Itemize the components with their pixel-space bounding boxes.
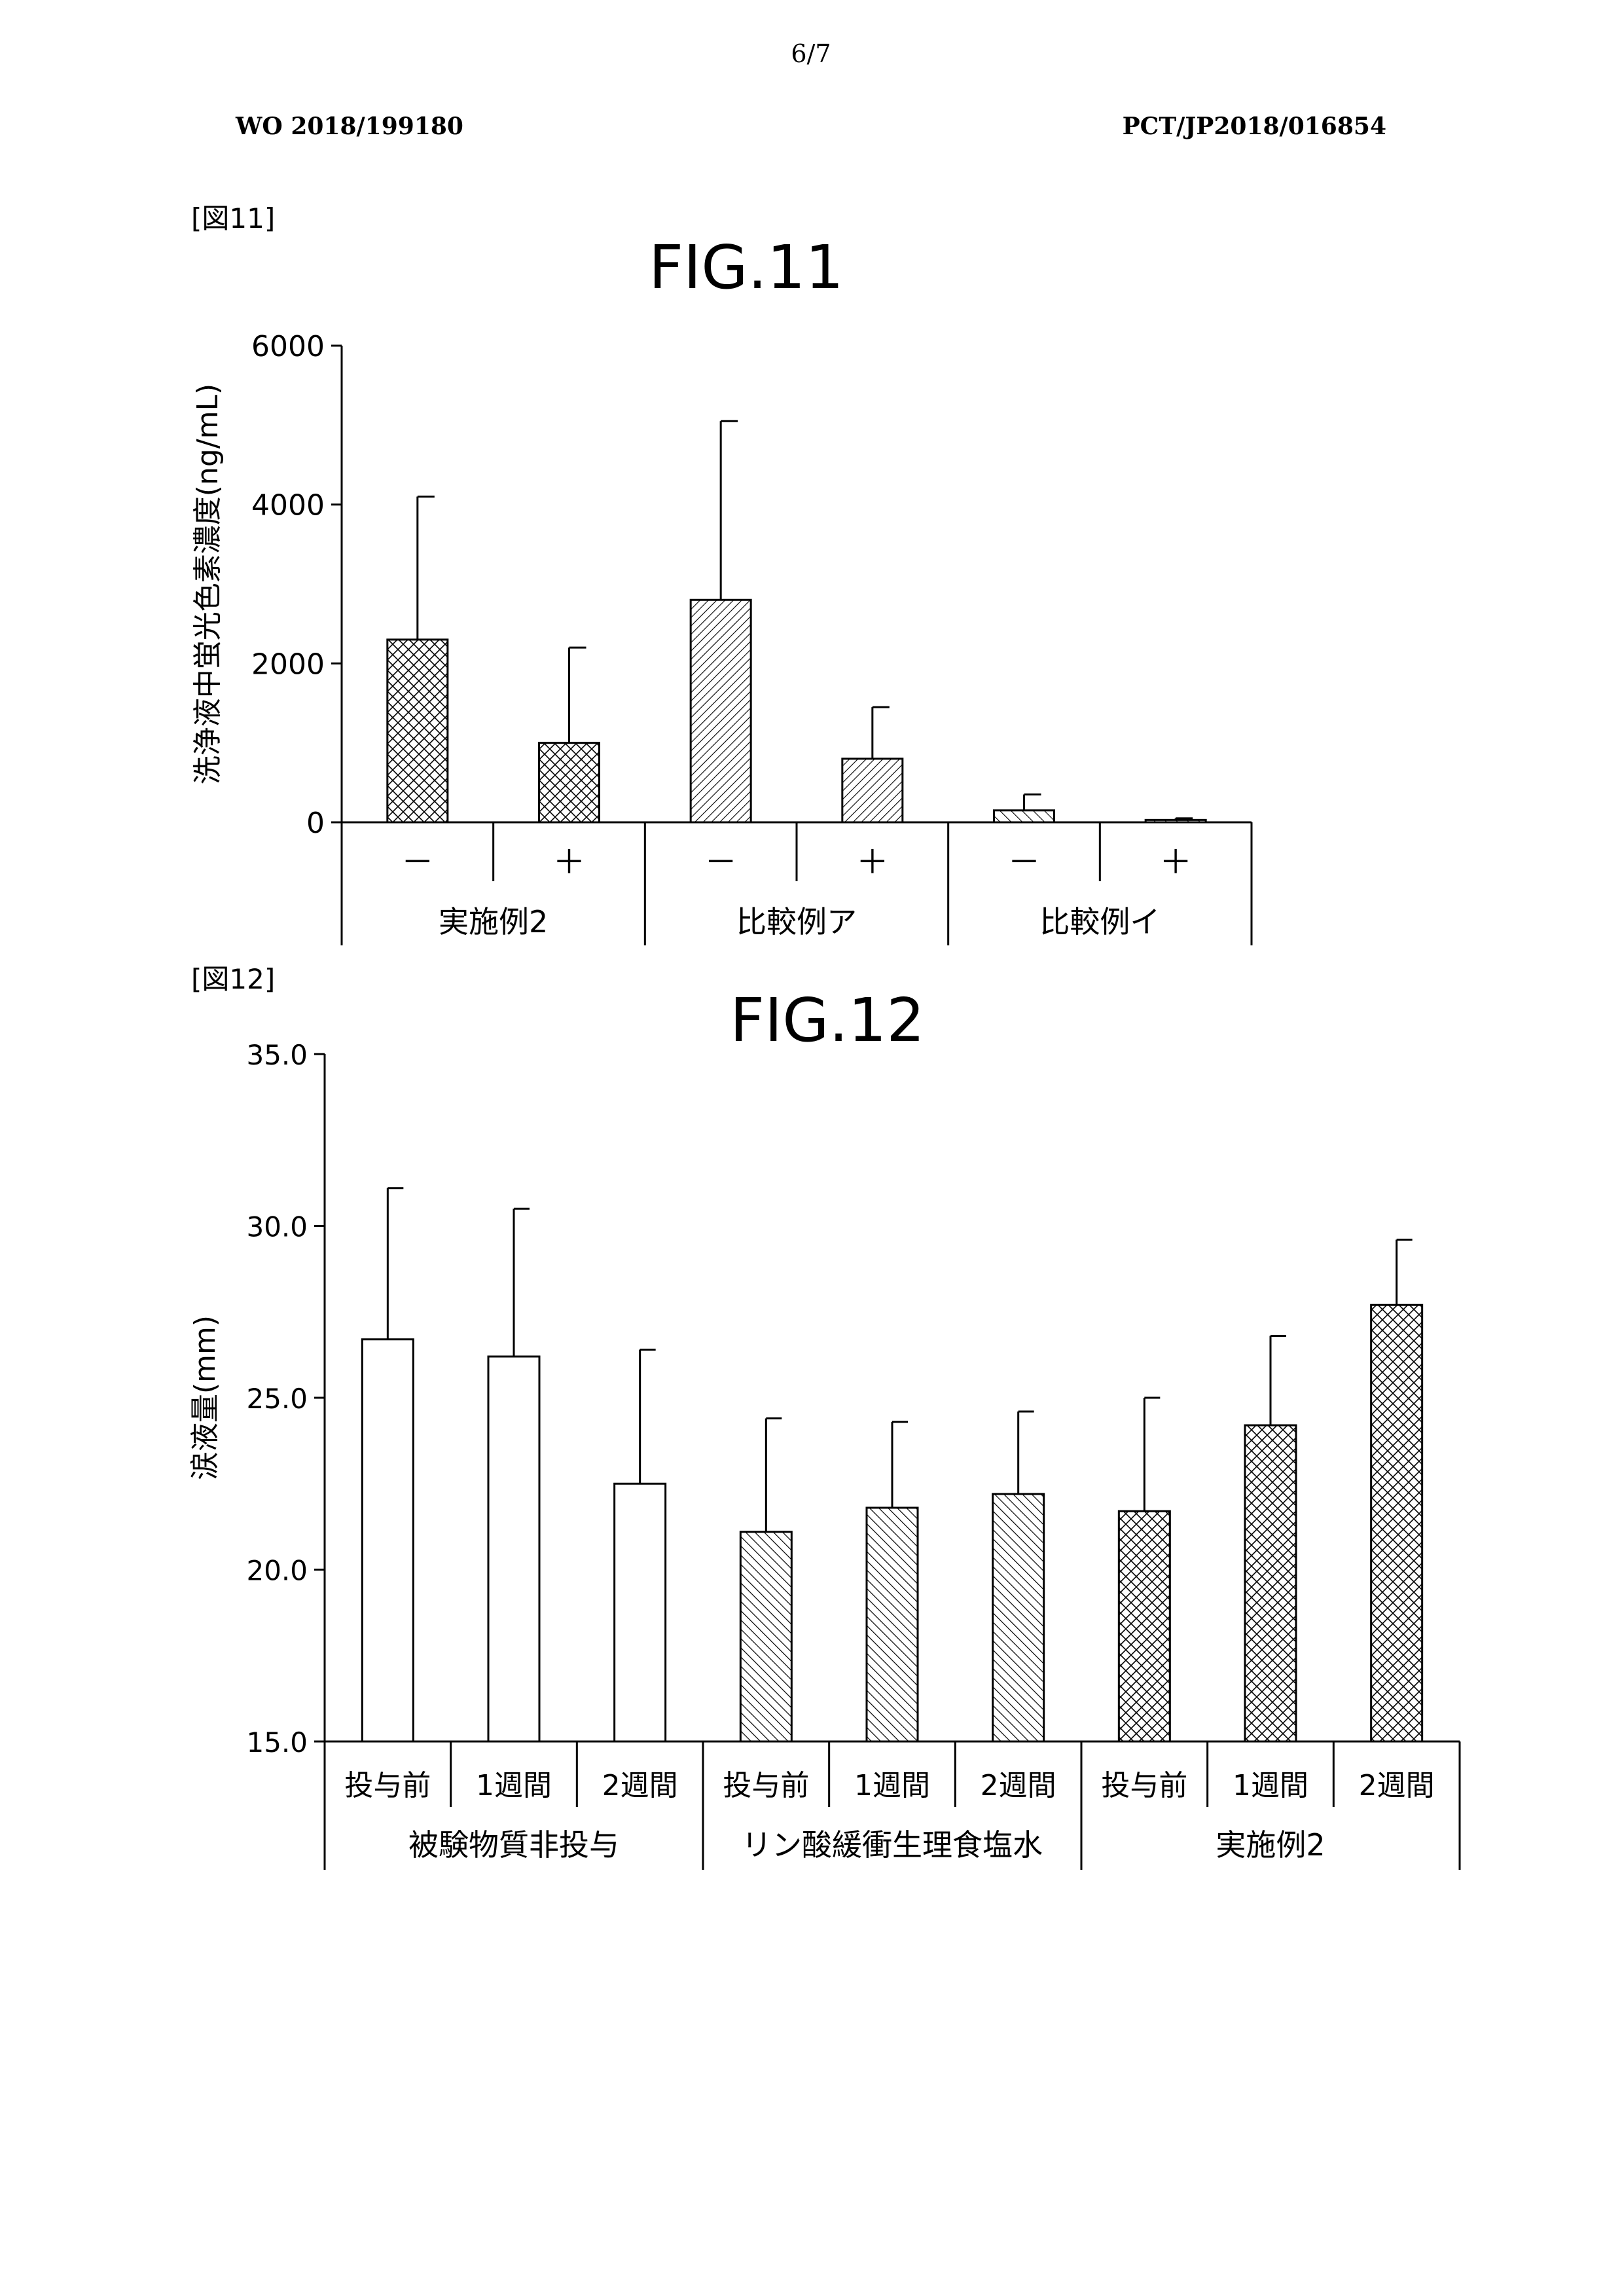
category-label: ＋ <box>856 843 889 881</box>
bar <box>613 1482 667 1743</box>
bar <box>739 1531 793 1743</box>
category-label: 1週間 <box>476 1769 552 1802</box>
group-label: 比較例ア <box>736 904 857 939</box>
figure-11-chart: FIG.11 0 2000 4000 6000 洗浄液中蛍光色素濃度(ng/mL) － ＋ － ＋… <box>191 232 1253 945</box>
chart-title: FIG.11 <box>649 232 844 302</box>
page-number: 6/7 <box>791 39 831 68</box>
chart-title: FIG.12 <box>730 985 925 1055</box>
bar <box>1144 818 1207 824</box>
y-axis-label: 洗浄液中蛍光色素濃度(ng/mL) <box>191 384 225 784</box>
category-label: 2週間 <box>602 1769 678 1802</box>
group-label: 実施例2 <box>439 904 548 939</box>
y-tick-label: 4000 <box>251 489 325 522</box>
category-label: 1週間 <box>1233 1769 1308 1802</box>
y-tick-label: 15.0 <box>246 1726 308 1758</box>
group-label: 被験物質非投与 <box>408 1827 619 1863</box>
group-label: 比較例イ <box>1039 904 1160 939</box>
category-label: 2週間 <box>1359 1769 1435 1802</box>
bar <box>841 757 904 824</box>
application-number: PCT/JP2018/016854 <box>1122 113 1386 140</box>
group-label: リン酸緩衝生理食塩水 <box>742 1827 1043 1863</box>
y-tick-label: 2000 <box>251 647 325 681</box>
y-tick-label: 0 <box>306 807 325 840</box>
category-label: － <box>1008 843 1041 881</box>
publication-number: WO 2018/199180 <box>236 113 463 140</box>
y-tick-label: 35.0 <box>246 1039 308 1071</box>
figure-12-label: [図12] <box>191 963 276 995</box>
category-label: ＋ <box>553 843 586 881</box>
category-label: 1週間 <box>854 1769 930 1802</box>
category-label: － <box>704 843 737 881</box>
category-label: 投与前 <box>723 1769 809 1802</box>
y-tick-label: 30.0 <box>246 1211 308 1243</box>
figure-12-chart: FIG.12 15.0 20.0 25.0 30.0 35.0 涙液量(mm) 投与前 1週間 2… <box>189 985 1461 1870</box>
category-label: 投与前 <box>344 1769 431 1802</box>
bar <box>865 1506 919 1743</box>
bar <box>992 1493 1045 1743</box>
bar <box>1244 1424 1297 1743</box>
bar <box>487 1355 541 1743</box>
bar <box>689 598 752 824</box>
bar <box>538 742 600 824</box>
figure-11-label: [図11] <box>191 202 276 234</box>
y-tick-label: 6000 <box>251 330 325 363</box>
bar <box>361 1338 414 1743</box>
bar <box>1370 1303 1424 1743</box>
category-label: ＋ <box>1159 843 1192 881</box>
bar <box>1117 1510 1171 1743</box>
group-label: 実施例2 <box>1216 1827 1325 1863</box>
y-tick-label: 25.0 <box>246 1383 308 1415</box>
bar <box>386 638 449 824</box>
category-label: － <box>401 843 434 881</box>
y-tick-label: 20.0 <box>246 1555 308 1587</box>
category-label: 投与前 <box>1101 1769 1187 1802</box>
category-label: 2週間 <box>981 1769 1056 1802</box>
y-axis-label: 涙液量(mm) <box>189 1315 222 1480</box>
bar <box>993 809 1055 824</box>
